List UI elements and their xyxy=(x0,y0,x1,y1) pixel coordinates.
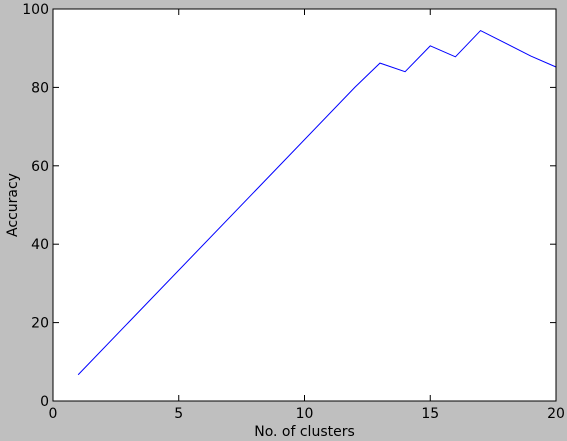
accuracy-line xyxy=(77,29,557,376)
x-axis-label: No. of clusters xyxy=(254,424,355,440)
plot-background xyxy=(53,9,556,401)
x-tick-label: 20 xyxy=(547,406,565,422)
x-tick-label: 15 xyxy=(421,406,439,422)
y-axis-label: Accuracy xyxy=(5,173,21,237)
x-tick-label: 10 xyxy=(296,406,314,422)
tick-labels: 0 5 10 15 20 0 20 40 60 80 100 xyxy=(22,2,565,422)
plot-frame xyxy=(52,8,557,402)
y-tick-label: 0 xyxy=(40,394,49,410)
y-tick-label: 60 xyxy=(31,159,49,175)
x-tick-label: 0 xyxy=(49,406,58,422)
y-tick-label: 40 xyxy=(31,237,49,253)
x-tick-label: 5 xyxy=(174,406,183,422)
y-tick-label: 80 xyxy=(31,80,49,96)
y-tick-label: 100 xyxy=(22,2,49,18)
y-tick-label: 20 xyxy=(31,316,49,332)
